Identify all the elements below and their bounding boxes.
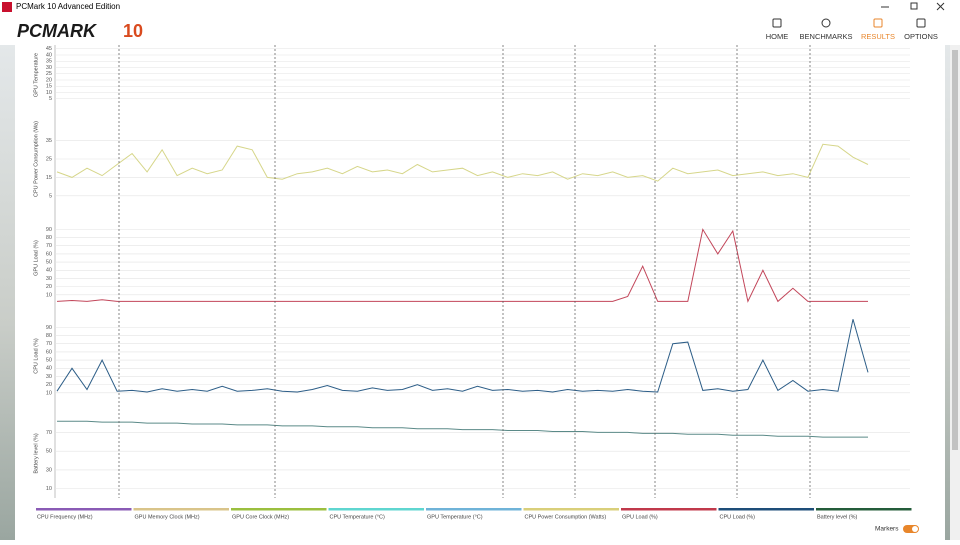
legend-swatch[interactable] [816, 508, 912, 511]
header-bar [0, 0, 960, 45]
legend-swatch[interactable] [523, 508, 620, 511]
toggle-knob [912, 526, 918, 532]
y-tick-label: 5 [49, 193, 52, 199]
y-tick-label: 10 [46, 292, 52, 298]
legend-swatch[interactable] [426, 508, 522, 511]
close-button[interactable] [936, 2, 945, 11]
nav-icon[interactable] [916, 18, 926, 28]
y-tick-label: 45 [46, 46, 52, 52]
logo-number: 10 [123, 21, 143, 41]
data-line [56, 143, 869, 182]
logo: PCMARK [17, 21, 98, 41]
markers-label: Markers [875, 526, 899, 533]
y-axis-label: GPU Temperature [33, 53, 39, 97]
content-panel [15, 45, 945, 540]
nav-item[interactable]: OPTIONS [904, 32, 938, 41]
data-line [56, 228, 868, 303]
legend-label[interactable]: GPU Temperature (°C) [427, 514, 483, 520]
y-tick-label: 25 [46, 156, 52, 162]
scroll-thumb[interactable] [952, 50, 958, 450]
legend-label[interactable]: CPU Frequency (MHz) [37, 514, 93, 520]
y-tick-label: 40 [46, 52, 52, 58]
legend-swatch[interactable] [231, 508, 327, 511]
y-tick-label: 15 [46, 84, 52, 90]
nav-icon[interactable] [873, 18, 883, 28]
y-tick-label: 20 [46, 284, 52, 290]
y-tick-label: 70 [46, 341, 52, 347]
y-tick-label: 30 [46, 467, 52, 473]
legend-label[interactable]: Battery level (%) [817, 514, 858, 520]
y-tick-label: 80 [46, 333, 52, 339]
y-tick-label: 60 [46, 349, 52, 355]
y-tick-label: 35 [46, 138, 52, 144]
legend-swatch[interactable] [328, 508, 425, 511]
y-tick-label: 40 [46, 366, 52, 372]
legend-label[interactable]: GPU Memory Clock (MHz) [135, 514, 200, 520]
y-tick-label: 40 [46, 268, 52, 274]
y-tick-label: 90 [46, 325, 52, 331]
legend: CPU Frequency (MHz) GPU Memory Clock (MHz… [36, 508, 912, 520]
y-tick-label: 5 [49, 96, 52, 102]
y-tick-label: 50 [46, 449, 52, 455]
nav-item[interactable]: RESULTS [861, 32, 895, 41]
y-axis-label: Battery level (%) [33, 433, 39, 474]
nav-item[interactable]: BENCHMARKS [800, 32, 853, 41]
nav: HOME BENCHMARKS RESULTS OPTIONS [766, 18, 938, 41]
y-tick-label: 35 [46, 59, 52, 65]
legend-label[interactable]: CPU Power Consumption (Watts) [525, 514, 607, 520]
y-axis-label: CPU Power Consumption (Wa) [33, 121, 39, 197]
y-tick-label: 20 [46, 382, 52, 388]
legend-label[interactable]: GPU Load (%) [622, 514, 658, 520]
legend-swatch[interactable] [133, 508, 230, 511]
y-tick-label: 20 [46, 77, 52, 83]
y-tick-label: 10 [46, 486, 52, 492]
app-icon [2, 2, 12, 12]
maximize-button[interactable] [910, 2, 918, 10]
y-tick-label: 50 [46, 260, 52, 266]
legend-swatch[interactable] [718, 508, 815, 511]
legend-label[interactable]: CPU Load (%) [720, 514, 756, 520]
nav-item[interactable]: HOME [766, 32, 789, 41]
y-tick-label: 30 [46, 65, 52, 71]
legend-swatch[interactable] [36, 508, 132, 511]
y-tick-label: 90 [46, 227, 52, 233]
y-tick-label: 25 [46, 71, 52, 77]
y-tick-label: 15 [46, 175, 52, 181]
y-tick-label: 70 [46, 430, 52, 436]
legend-label[interactable]: GPU Core Clock (MHz) [232, 514, 289, 520]
data-line [57, 420, 868, 438]
window-title: PCMark 10 Advanced Edition [16, 2, 120, 11]
y-axis-label: CPU Load (%) [33, 338, 39, 374]
data-line [56, 319, 869, 393]
y-tick-label: 10 [46, 90, 52, 96]
nav-icon[interactable] [772, 18, 782, 28]
y-tick-label: 60 [46, 251, 52, 257]
legend-label[interactable]: CPU Temperature (°C) [330, 514, 385, 520]
y-axis-label: GPU Load (%) [33, 240, 39, 276]
y-tick-label: 30 [46, 374, 52, 380]
y-tick-label: 30 [46, 276, 52, 282]
nav-icon[interactable] [821, 18, 831, 28]
legend-swatch[interactable] [621, 508, 717, 511]
y-tick-label: 80 [46, 235, 52, 241]
y-tick-label: 10 [46, 390, 52, 396]
y-tick-label: 50 [46, 358, 52, 364]
y-tick-label: 70 [46, 243, 52, 249]
